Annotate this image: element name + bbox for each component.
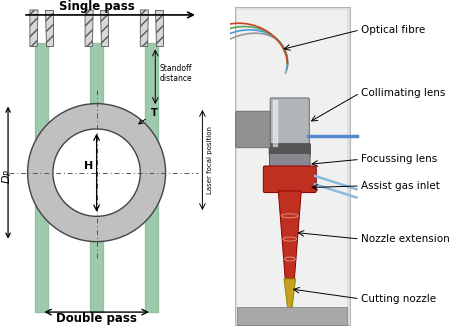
Text: Optical fibre: Optical fibre xyxy=(360,25,425,35)
Text: Double pass: Double pass xyxy=(56,312,137,325)
Polygon shape xyxy=(140,10,148,46)
FancyBboxPatch shape xyxy=(269,144,310,155)
Text: T: T xyxy=(139,108,157,124)
Polygon shape xyxy=(85,10,93,46)
FancyBboxPatch shape xyxy=(263,166,316,193)
Polygon shape xyxy=(100,10,108,46)
Text: Nozzle extension: Nozzle extension xyxy=(360,234,449,244)
Text: Assist gas inlet: Assist gas inlet xyxy=(360,181,439,191)
Text: Collimating lens: Collimating lens xyxy=(360,88,444,98)
Polygon shape xyxy=(278,191,301,279)
FancyBboxPatch shape xyxy=(235,111,270,148)
Text: Focussing lens: Focussing lens xyxy=(360,154,437,164)
Text: H: H xyxy=(84,161,93,171)
Ellipse shape xyxy=(53,129,140,216)
FancyBboxPatch shape xyxy=(269,153,309,169)
Text: Cutting nozzle: Cutting nozzle xyxy=(360,294,435,304)
Ellipse shape xyxy=(28,104,165,242)
FancyBboxPatch shape xyxy=(236,307,347,325)
Polygon shape xyxy=(155,10,163,46)
Polygon shape xyxy=(45,10,53,46)
FancyBboxPatch shape xyxy=(234,7,349,325)
Text: Laser focal position: Laser focal position xyxy=(207,126,213,194)
FancyBboxPatch shape xyxy=(236,10,347,322)
Text: Single pass: Single pass xyxy=(59,0,134,13)
Polygon shape xyxy=(284,279,295,312)
Polygon shape xyxy=(30,10,38,46)
Text: Standoff
distance: Standoff distance xyxy=(160,64,192,83)
FancyBboxPatch shape xyxy=(270,98,309,148)
Text: $D_P$: $D_P$ xyxy=(1,168,15,184)
